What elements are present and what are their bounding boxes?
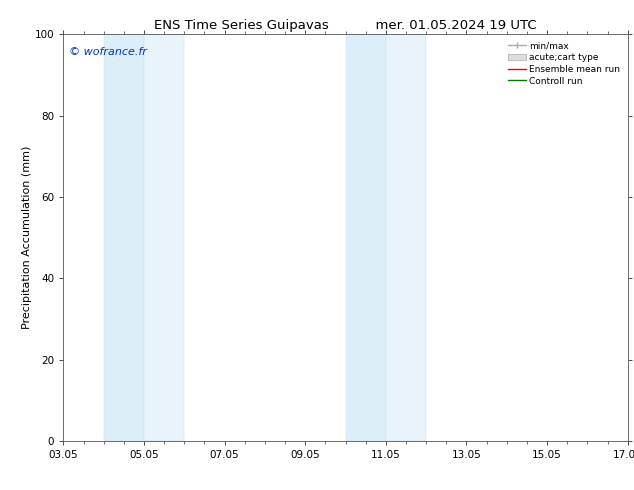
Bar: [144, 34, 184, 441]
Bar: [346, 34, 386, 441]
Bar: [104, 34, 144, 441]
Bar: [386, 34, 426, 441]
Text: © wofrance.fr: © wofrance.fr: [69, 47, 147, 56]
Title: ENS Time Series Guipavas           mer. 01.05.2024 19 UTC: ENS Time Series Guipavas mer. 01.05.2024…: [154, 19, 537, 32]
Legend: min/max, acute;cart type, Ensemble mean run, Controll run: min/max, acute;cart type, Ensemble mean …: [505, 39, 623, 88]
Y-axis label: Precipitation Accumulation (mm): Precipitation Accumulation (mm): [22, 146, 32, 329]
